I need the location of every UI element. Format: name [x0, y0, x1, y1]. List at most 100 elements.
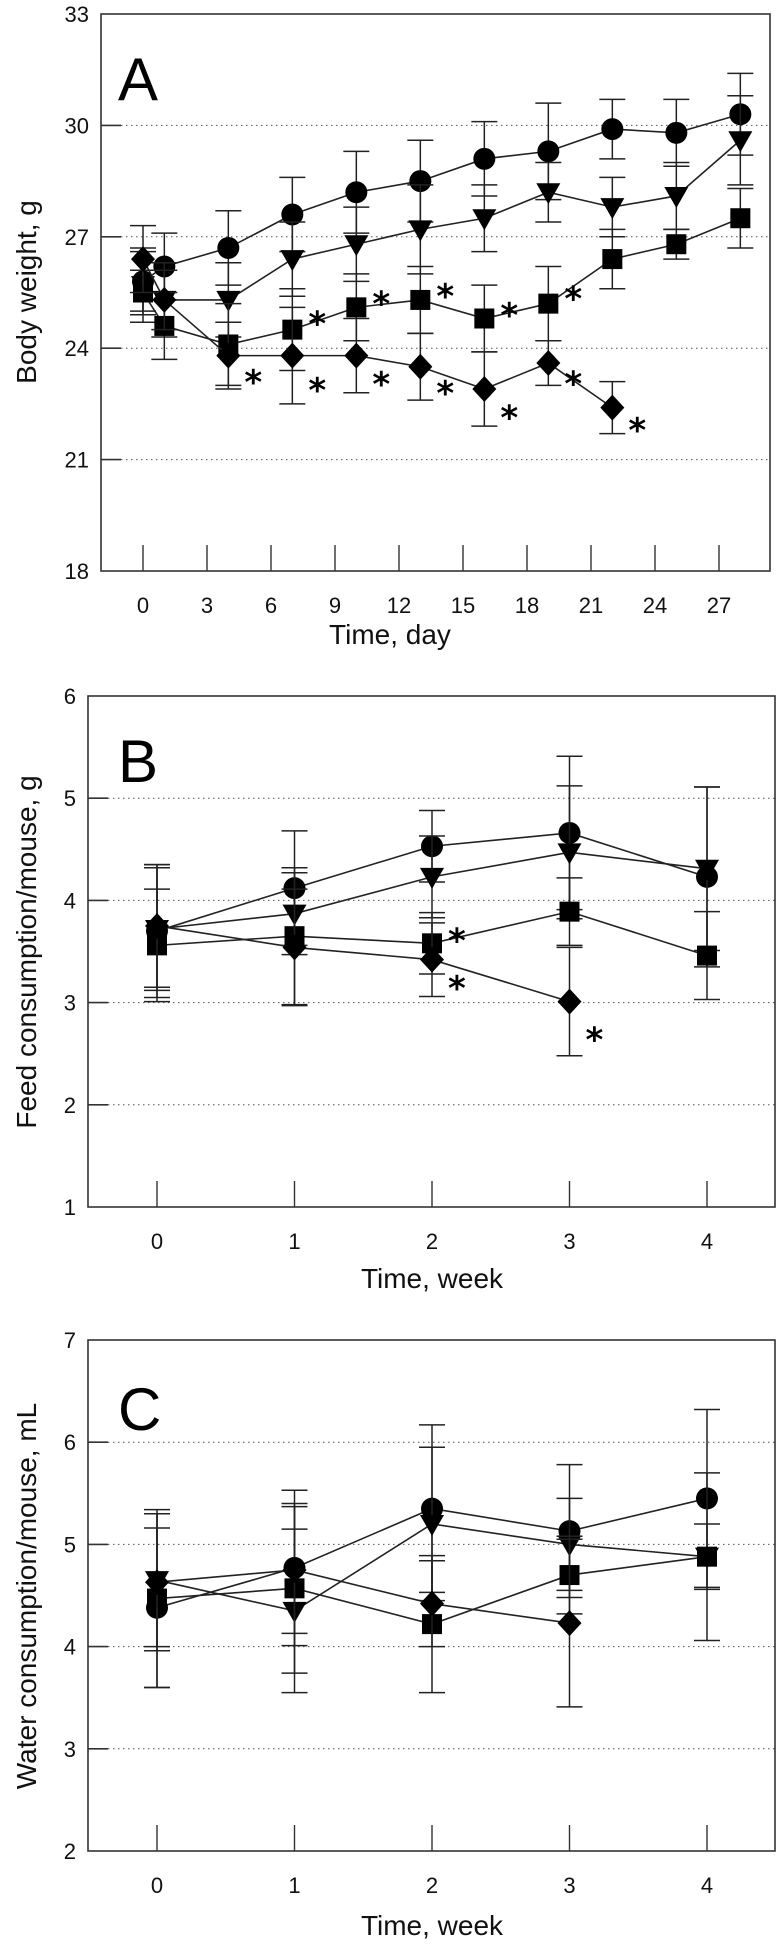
marker-diamond	[536, 350, 561, 377]
y-tick-label: 2	[64, 1839, 76, 1864]
marker-square	[697, 1546, 717, 1567]
marker-diamond	[420, 1590, 444, 1617]
x-axis-label: Time, week	[361, 1263, 504, 1294]
x-tick-label: 12	[387, 593, 411, 618]
x-axis-label: Time, day	[329, 619, 451, 650]
y-tick-label: 4	[64, 888, 76, 913]
marker-diamond	[557, 1610, 582, 1637]
x-tick-label: 3	[563, 1873, 575, 1898]
y-tick-label: 18	[65, 559, 89, 584]
marker-circle	[345, 181, 368, 204]
marker-diamond	[145, 912, 169, 939]
marker-diamond	[600, 394, 625, 421]
marker-square	[697, 945, 717, 966]
marker-circle	[537, 140, 560, 163]
marker-triangle-down	[600, 198, 625, 220]
y-tick-label: 27	[65, 225, 89, 250]
marker-triangle-down	[536, 183, 561, 205]
marker-square	[666, 234, 687, 255]
marker-triangle-down	[557, 843, 582, 865]
x-tick-label: 1	[288, 1229, 300, 1254]
marker-triangle-down	[280, 250, 305, 272]
marker-diamond	[344, 342, 369, 369]
significance-star: *	[500, 296, 518, 336]
marker-triangle-down	[344, 235, 369, 257]
y-tick-label: 5	[64, 1532, 76, 1557]
significance-star: *	[586, 1020, 604, 1060]
marker-square	[474, 308, 495, 329]
marker-diamond	[145, 1569, 169, 1596]
x-tick-label: 2	[426, 1229, 438, 1254]
significance-star: *	[372, 365, 390, 405]
marker-square	[410, 289, 431, 310]
marker-diamond	[152, 286, 177, 313]
marker-triangle-down	[664, 186, 689, 208]
y-tick-label: 5	[64, 786, 76, 811]
x-tick-label: 0	[151, 1229, 163, 1254]
significance-star: *	[564, 364, 582, 404]
marker-circle	[665, 121, 688, 144]
series-circle	[130, 72, 754, 312]
marker-diamond	[408, 353, 433, 380]
marker-square	[730, 208, 751, 229]
y-axis-label: Body weight, g	[11, 200, 42, 384]
y-tick-label: 7	[64, 1328, 76, 1353]
marker-diamond	[280, 342, 305, 369]
marker-triangle-down	[408, 220, 433, 242]
x-tick-label: 1	[288, 1873, 300, 1898]
marker-square	[602, 249, 623, 270]
x-tick-label: 4	[701, 1873, 713, 1898]
significance-star: *	[436, 374, 454, 414]
panel-c-water-consumption: 2 3 4 5 6 7 0 1 2 3 4 C Time, week Water consumpt…	[11, 1328, 776, 1941]
significance-star: *	[448, 922, 466, 962]
x-tick-label: 27	[707, 593, 731, 618]
marker-triangle-down	[420, 1514, 444, 1536]
series-line-diamond	[156, 1569, 570, 1624]
marker-circle	[473, 147, 496, 170]
marker-diamond	[420, 946, 444, 973]
x-tick-label: 24	[643, 593, 667, 618]
marker-circle	[601, 118, 624, 141]
marker-square	[538, 293, 559, 314]
significance-star: *	[500, 398, 518, 438]
significance-star: *	[244, 363, 262, 403]
x-tick-label: 3	[563, 1229, 575, 1254]
x-tick-label: 4	[701, 1229, 713, 1254]
marker-triangle-down	[472, 209, 497, 231]
y-tick-label: 24	[65, 336, 89, 361]
marker-diamond	[472, 376, 497, 403]
marker-circle	[217, 236, 240, 259]
y-axis-label: Feed consumption/mouse, g	[11, 775, 42, 1128]
marker-triangle-down	[420, 867, 444, 889]
marker-diamond	[557, 988, 582, 1015]
panel-letter: A	[118, 46, 158, 113]
x-tick-label: 2	[426, 1873, 438, 1898]
y-tick-label: 6	[64, 1430, 76, 1455]
panel-letter: C	[118, 1376, 161, 1443]
x-tick-label: 3	[201, 593, 213, 618]
y-tick-label: 1	[64, 1195, 76, 1220]
plot-frame	[100, 13, 771, 572]
marker-triangle-down	[695, 859, 719, 881]
series-diamond: * * * * * * *	[130, 224, 646, 451]
x-tick-label: 6	[265, 593, 277, 618]
marker-triangle-down	[216, 290, 241, 312]
x-tick-label: 9	[329, 593, 341, 618]
x-tick-label: 15	[451, 593, 475, 618]
y-tick-label: 30	[65, 113, 89, 138]
y-tick-label: 4	[64, 1635, 76, 1660]
y-tick-label: 21	[65, 448, 89, 473]
y-tick-label: 3	[64, 1737, 76, 1762]
significance-star: *	[448, 969, 466, 1009]
significance-star: *	[308, 304, 326, 344]
series-diamond	[144, 1505, 583, 1708]
y-tick-label: 33	[65, 2, 89, 27]
marker-diamond	[282, 934, 307, 961]
significance-star: *	[436, 277, 454, 317]
panel-letter: B	[118, 728, 158, 795]
significance-star: *	[628, 411, 646, 451]
x-tick-label: 0	[137, 593, 149, 618]
